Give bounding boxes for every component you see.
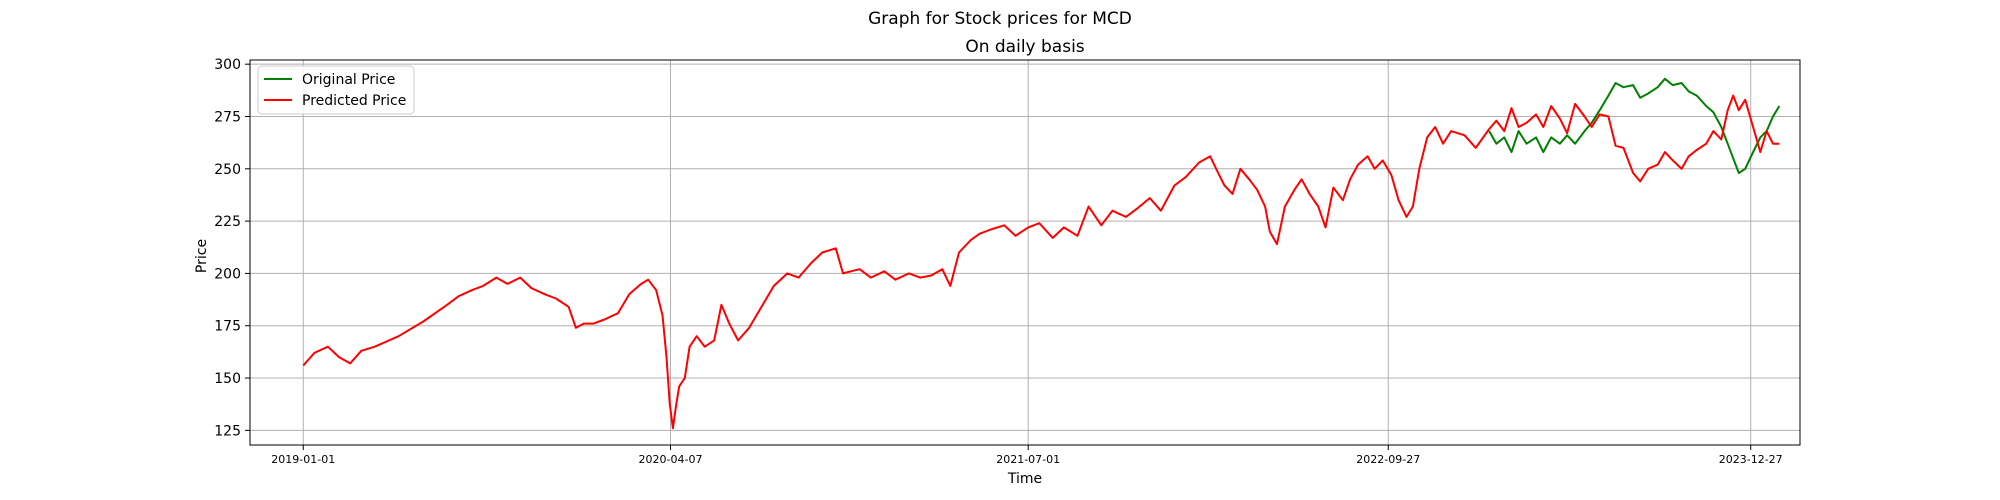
y-tick-label: 175 xyxy=(214,319,241,335)
grid-layer xyxy=(250,60,1800,445)
x-tick-label: 2023-12-27 xyxy=(1719,453,1783,466)
y-tick-label: 125 xyxy=(214,423,241,439)
legend-label-predicted: Predicted Price xyxy=(302,93,406,109)
y-axis-label: Price xyxy=(194,239,210,273)
x-tick-label: 2020-04-07 xyxy=(639,453,703,466)
x-tick-label: 2022-09-27 xyxy=(1356,453,1420,466)
x-tick-label: 2021-07-01 xyxy=(996,453,1060,466)
y-tick-label: 250 xyxy=(214,162,241,178)
y-tick-label: 150 xyxy=(214,371,241,387)
chart-suptitle: Graph for Stock prices for MCD xyxy=(868,9,1132,29)
y-tick-label: 300 xyxy=(214,57,241,73)
x-tick-label: 2019-01-01 xyxy=(271,453,335,466)
legend-box xyxy=(257,65,415,115)
y-tick-label: 225 xyxy=(214,214,241,230)
predicted-price-line xyxy=(302,94,1780,430)
y-tick-label: 275 xyxy=(214,109,241,125)
ticks-layer: 125 150 175 200 225 250 275 300 2019-01-01 2020-0… xyxy=(214,57,1782,466)
series-layer xyxy=(302,77,1781,430)
legend-label-original: Original Price xyxy=(302,72,395,88)
x-axis-label: Time xyxy=(1007,471,1042,487)
plot-frame xyxy=(249,59,1801,446)
original-price-line xyxy=(1488,77,1781,174)
y-tick-label: 200 xyxy=(214,266,241,282)
legend: Original Price Predicted Price xyxy=(257,65,415,115)
chart-title: On daily basis xyxy=(965,37,1084,57)
